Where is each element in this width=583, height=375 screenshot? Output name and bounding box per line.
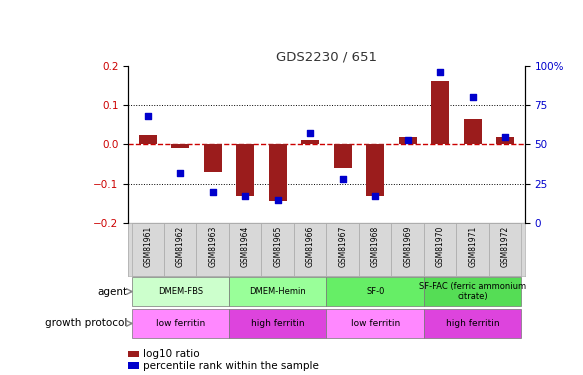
Point: [436, 69, 445, 75]
Point: [143, 113, 152, 119]
Text: low ferritin: low ferritin: [350, 319, 400, 328]
Bar: [132, 309, 229, 338]
Bar: [164, 223, 196, 276]
Bar: [262, 223, 294, 276]
Bar: [229, 309, 326, 338]
Text: high ferritin: high ferritin: [446, 319, 500, 328]
Point: [208, 189, 217, 195]
Point: [403, 136, 412, 142]
Bar: [236, 144, 254, 196]
Text: GSM81961: GSM81961: [143, 226, 152, 267]
Bar: [204, 144, 222, 172]
Text: GSM81969: GSM81969: [403, 226, 412, 267]
Bar: [496, 136, 514, 144]
Point: [501, 134, 510, 140]
Bar: [456, 223, 489, 276]
Text: GSM81964: GSM81964: [241, 226, 250, 267]
Bar: [399, 136, 417, 144]
Bar: [359, 223, 391, 276]
Bar: [424, 223, 456, 276]
Bar: [489, 223, 521, 276]
Bar: [463, 119, 482, 144]
Point: [338, 176, 347, 182]
Text: percentile rank within the sample: percentile rank within the sample: [143, 361, 319, 370]
Bar: [326, 277, 424, 306]
Text: GSM81965: GSM81965: [273, 226, 282, 267]
Text: SF-FAC (ferric ammonium
citrate): SF-FAC (ferric ammonium citrate): [419, 282, 526, 301]
Text: GSM81968: GSM81968: [371, 226, 380, 267]
Bar: [132, 277, 229, 306]
Bar: [391, 223, 424, 276]
Text: GSM81972: GSM81972: [501, 226, 510, 267]
Bar: [424, 309, 521, 338]
Text: agent: agent: [97, 286, 128, 297]
Bar: [171, 144, 189, 148]
Text: GSM81970: GSM81970: [436, 226, 445, 267]
Bar: [326, 223, 359, 276]
Point: [371, 194, 380, 200]
Text: low ferritin: low ferritin: [156, 319, 205, 328]
Text: GSM81971: GSM81971: [468, 226, 477, 267]
Point: [175, 170, 185, 176]
Bar: [229, 223, 262, 276]
Point: [273, 196, 282, 202]
Point: [305, 130, 315, 136]
Bar: [132, 223, 164, 276]
Bar: [424, 277, 521, 306]
Bar: [196, 223, 229, 276]
Bar: [139, 135, 157, 144]
Point: [468, 94, 477, 100]
Text: GSM81967: GSM81967: [338, 226, 347, 267]
Text: GSM81962: GSM81962: [175, 226, 185, 267]
Text: GSM81966: GSM81966: [305, 226, 315, 267]
Text: high ferritin: high ferritin: [251, 319, 304, 328]
Bar: [431, 81, 449, 144]
Text: GSM81963: GSM81963: [208, 226, 217, 267]
Text: log10 ratio: log10 ratio: [143, 350, 199, 359]
Bar: [334, 144, 352, 168]
Text: growth protocol: growth protocol: [45, 318, 128, 328]
Text: GDS2230 / 651: GDS2230 / 651: [276, 51, 377, 64]
Text: DMEM-Hemin: DMEM-Hemin: [250, 287, 306, 296]
Bar: [229, 277, 326, 306]
Bar: [326, 309, 424, 338]
Bar: [366, 144, 384, 196]
Point: [241, 194, 250, 200]
Text: DMEM-FBS: DMEM-FBS: [157, 287, 203, 296]
Bar: [301, 141, 319, 144]
Bar: [294, 223, 326, 276]
Bar: [269, 144, 287, 201]
Text: SF-0: SF-0: [366, 287, 384, 296]
